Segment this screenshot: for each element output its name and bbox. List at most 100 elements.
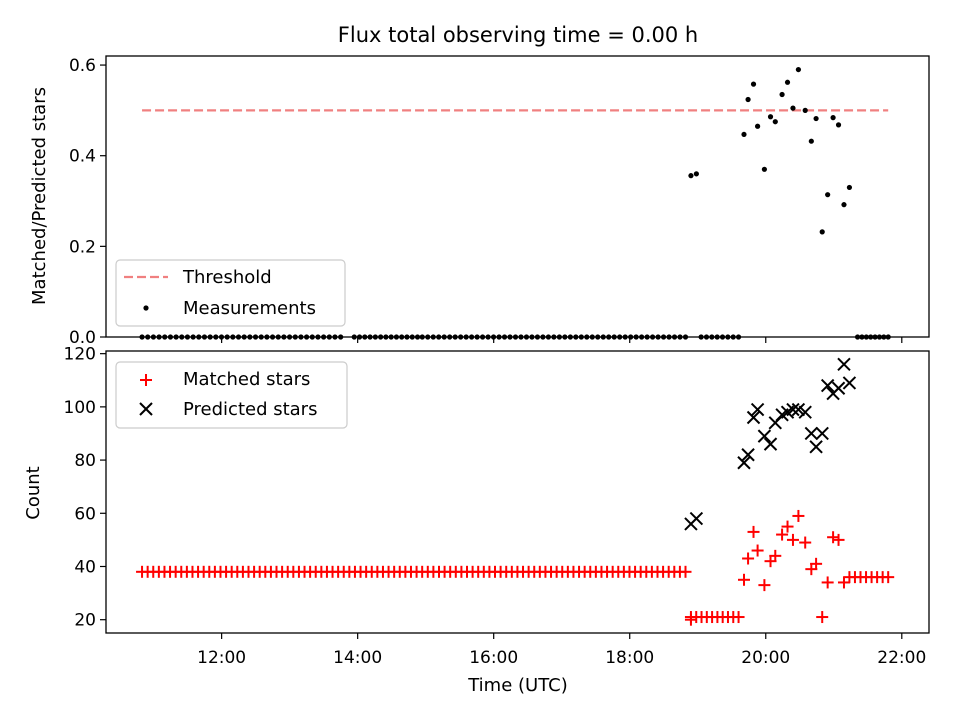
data-point [767,114,774,120]
data-point [745,96,751,103]
data-point-b [791,402,806,417]
x-tick-label: 18:00 [605,648,654,668]
top-legend: Threshold Measurements [115,259,346,327]
data-point-b [842,376,857,390]
legend-matched-label: Matched stars [183,369,310,390]
data-point [882,571,895,584]
data-point [741,131,747,138]
data-point [837,576,850,589]
data-point [758,579,771,592]
legend-measurements-marker [143,305,149,311]
data-point-b [746,410,761,425]
data-point-b [757,429,772,443]
data-point-b [763,437,778,451]
data-point [689,511,704,526]
top-y-axis-label: Matched/Predicted stars [29,87,50,305]
data-point [786,402,800,417]
data-point [815,426,829,441]
legend-threshold-label: Threshold [182,267,272,288]
bottom-series-1 [684,357,857,531]
data-point [821,576,834,589]
data-point [750,81,757,87]
data-point [786,533,799,546]
data-point [809,440,823,454]
data-point-b [737,456,751,470]
data-point [835,122,842,128]
data-point-b [786,402,800,417]
data-point [827,531,840,544]
data-point [772,119,778,125]
data-point-b [750,402,765,417]
top-panel: 0.0 0.2 0.4 0.6 [69,55,930,348]
x-axis-label: Time (UTC) [467,675,568,696]
data-point-b [815,426,829,441]
data-point [776,528,789,541]
y-tick-label: 80 [74,451,96,471]
data-point [830,115,836,121]
data-point [757,429,772,443]
data-point [841,202,847,208]
chart-title: Flux total observing time = 0.00 h [338,23,698,47]
data-point [813,115,819,122]
y-tick-label: 0.2 [69,237,96,257]
y-tick-label: 60 [74,504,96,524]
data-point [747,525,760,538]
data-point [820,378,835,393]
data-point [837,357,851,372]
data-point [769,549,782,562]
y-tick-label: 100 [64,398,96,418]
data-point [750,402,765,417]
y-tick-label: 0.4 [69,147,96,167]
data-point-b [831,381,846,395]
data-point [802,107,808,113]
y-tick-label: 0.6 [69,56,96,76]
data-point [693,171,699,177]
data-point [679,565,692,578]
data-point [832,533,845,546]
data-point [819,229,825,235]
x-tick-label: 12:00 [197,648,246,668]
data-point [737,573,750,586]
data-point [808,138,814,144]
top-plot-frame [105,55,930,338]
legend-predicted-marker [139,402,153,416]
data-point [779,91,785,98]
data-point-b [809,440,823,454]
legend-predicted-label: Predicted stars [183,399,317,420]
data-point [784,79,791,85]
data-point [732,611,745,624]
data-point-b [798,405,812,419]
data-point-b [837,357,851,372]
data-point [791,402,806,417]
data-point [792,509,805,522]
data-point [761,166,768,172]
top-legend-frame [115,259,346,327]
bottom-legend-frame [115,361,348,429]
x-tick-label: 20:00 [741,648,790,668]
data-point-b [820,378,835,393]
x-tick-label: 16:00 [469,648,518,668]
bottom-series-0 [136,509,895,626]
top-series-0 [139,66,891,340]
data-point [688,173,694,179]
x-tick-label: 22:00 [877,648,926,668]
data-point [741,448,755,462]
legend-matched-marker [140,374,152,386]
data-point-b [804,426,819,441]
data-point [799,536,812,549]
data-point [763,437,778,451]
data-point [831,381,846,395]
data-point-b [741,448,755,462]
bottom-legend: Matched stars Predicted stars [115,361,348,429]
x-tick-label: 14:00 [333,648,382,668]
bottom-plot-frame [105,350,930,634]
bottom-panel: 20 40 60 80 100 120 12:00 14:00 16:00 18:00 20:00 2… [64,345,930,668]
data-point [810,557,823,570]
data-point [742,552,755,565]
data-point [684,613,697,626]
y-tick-label: 40 [74,557,96,577]
data-point [842,376,857,390]
y-tick-label: 0.0 [69,328,96,348]
data-point [754,123,761,129]
